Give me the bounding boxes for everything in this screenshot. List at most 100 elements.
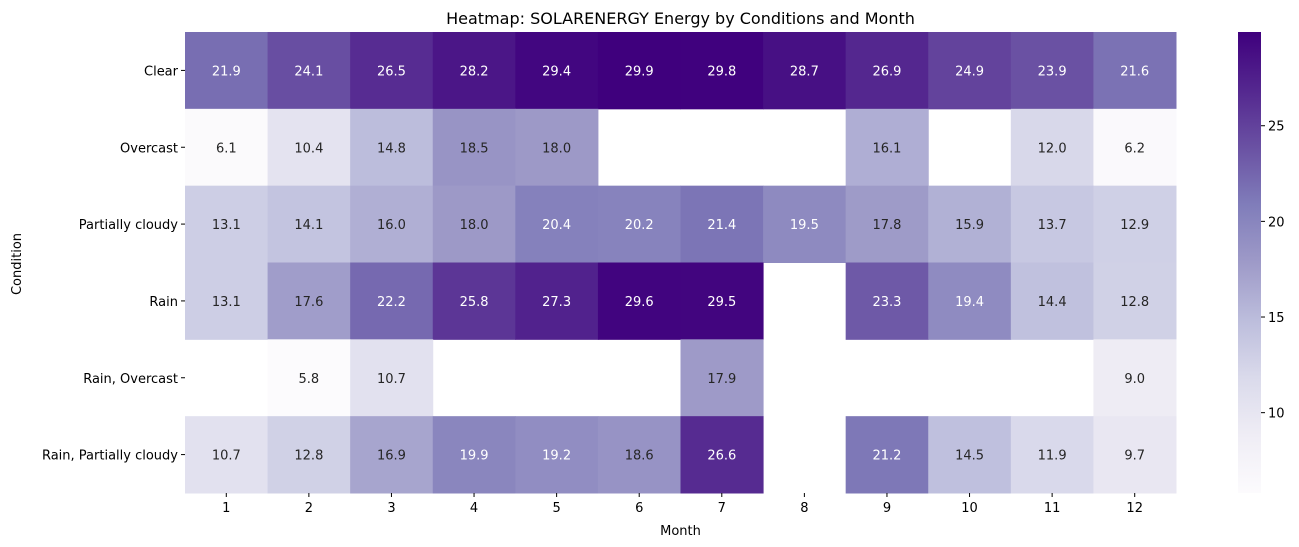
cell-value-label: 29.5 — [707, 295, 736, 310]
cell-value-label: 12.9 — [1120, 218, 1149, 233]
cell-value-label: 6.2 — [1124, 141, 1145, 156]
heatmap-cell — [185, 108, 269, 187]
cell-value-label: 17.6 — [294, 295, 323, 310]
heatmap-cell — [515, 32, 599, 110]
heatmap-cell — [680, 32, 764, 110]
heatmap-cell — [1010, 262, 1094, 340]
colorbar-tick-label: 15 — [1268, 311, 1285, 326]
heatmap-cell — [597, 262, 681, 340]
heatmap-cell — [1010, 185, 1094, 263]
heatmap-cell — [1093, 108, 1177, 187]
cell-value-label: 18.0 — [542, 141, 571, 156]
y-tick-label: Partially cloudy — [79, 218, 178, 233]
cell-value-label: 20.4 — [542, 218, 571, 233]
cell-value-label: 10.7 — [212, 449, 241, 464]
colorbar-tick-label: 10 — [1268, 407, 1285, 422]
heatmap-cell — [928, 32, 1012, 110]
cell-value-label: 18.0 — [460, 218, 489, 233]
heatmap-cell — [350, 32, 434, 110]
heatmap-cell — [597, 32, 681, 110]
heatmap-cell — [350, 339, 434, 417]
cell-value-label: 13.1 — [212, 218, 241, 233]
x-tick-label: 12 — [1126, 501, 1143, 516]
x-tick-label: 10 — [961, 501, 978, 516]
heatmap-cell — [432, 416, 516, 494]
y-tick-label: Rain — [149, 295, 178, 310]
heatmap-cell — [928, 416, 1012, 494]
cell-value-label: 10.7 — [377, 372, 406, 387]
cell-value-label: 21.9 — [212, 64, 241, 79]
cell-value-label: 26.5 — [377, 64, 406, 79]
cell-value-label: 28.2 — [460, 64, 489, 79]
heatmap-cell — [680, 262, 764, 340]
cell-value-label: 24.9 — [955, 64, 984, 79]
heatmap-cell — [845, 262, 929, 340]
cell-value-label: 9.0 — [1124, 372, 1145, 387]
cell-value-label: 29.6 — [625, 295, 654, 310]
heatmap-cell — [1093, 339, 1177, 417]
cell-value-label: 11.9 — [1038, 449, 1067, 464]
colorbar — [1238, 32, 1261, 493]
heatmap-cell — [680, 185, 764, 263]
y-tick-label: Rain, Partially cloudy — [42, 449, 178, 464]
cell-value-label: 28.7 — [790, 64, 819, 79]
heatmap-cell — [680, 339, 764, 417]
heatmap-cells: 21.9 24.1 26.5 28.2 29.4 29.9 29.8 28.7 26.9 24.9… — [185, 32, 1177, 494]
heatmap-cell — [350, 416, 434, 494]
x-tick-label: 5 — [552, 501, 560, 516]
heatmap-cell — [185, 185, 269, 263]
cell-value-label: 14.1 — [294, 218, 323, 233]
heatmap-cell — [267, 416, 351, 494]
cell-value-label: 17.9 — [707, 372, 736, 387]
colorbar-ticks: 10 15 20 25 — [1261, 120, 1285, 422]
cell-value-label: 23.3 — [872, 295, 901, 310]
heatmap-cell — [515, 262, 599, 340]
chart-title: Heatmap: SOLARENERGY Energy by Condition… — [446, 9, 915, 28]
cell-value-label: 10.4 — [294, 141, 323, 156]
cell-value-label: 26.9 — [872, 64, 901, 79]
cell-value-label: 24.1 — [294, 64, 323, 79]
heatmap-cell — [763, 32, 847, 110]
heatmap-cell — [1093, 32, 1177, 110]
heatmap-cell — [350, 108, 434, 187]
cell-value-label: 16.1 — [872, 141, 901, 156]
cell-value-label: 21.2 — [872, 449, 901, 464]
heatmap-cell — [350, 262, 434, 340]
heatmap-cell — [597, 185, 681, 263]
heatmap-cell — [267, 108, 351, 187]
cell-value-label: 6.1 — [216, 141, 237, 156]
cell-value-label: 25.8 — [460, 295, 489, 310]
cell-value-label: 21.4 — [707, 218, 736, 233]
cell-value-label: 15.9 — [955, 218, 984, 233]
heatmap-cell — [185, 416, 269, 494]
heatmap-cell — [1093, 185, 1177, 263]
heatmap-cell — [185, 262, 269, 340]
x-tick-label: 7 — [718, 501, 726, 516]
heatmap-cell — [680, 416, 764, 494]
cell-value-label: 17.8 — [872, 218, 901, 233]
heatmap-cell — [845, 185, 929, 263]
cell-value-label: 27.3 — [542, 295, 571, 310]
heatmap-cell — [432, 108, 516, 187]
x-tick-label: 9 — [883, 501, 891, 516]
heatmap-cell — [845, 416, 929, 494]
heatmap-cell — [1010, 32, 1094, 110]
x-axis-ticks: 1 2 3 4 5 6 7 8 9 10 11 12 — [222, 493, 1143, 516]
y-axis-label: Condition — [10, 233, 25, 295]
heatmap-cell — [763, 185, 847, 263]
cell-value-label: 12.0 — [1038, 141, 1067, 156]
y-tick-label: Rain, Overcast — [83, 372, 178, 387]
heatmap-cell — [928, 262, 1012, 340]
x-tick-label: 2 — [305, 501, 313, 516]
cell-value-label: 23.9 — [1038, 64, 1067, 79]
heatmap-cell — [267, 185, 351, 263]
heatmap-cell — [432, 32, 516, 110]
heatmap-cell — [515, 108, 599, 187]
cell-value-label: 21.6 — [1120, 64, 1149, 79]
heatmap-cell — [1093, 262, 1177, 340]
cell-value-label: 19.2 — [542, 449, 571, 464]
cell-value-label: 19.4 — [955, 295, 984, 310]
cell-value-label: 19.5 — [790, 218, 819, 233]
heatmap-cell — [1010, 108, 1094, 187]
cell-value-label: 18.6 — [625, 449, 654, 464]
